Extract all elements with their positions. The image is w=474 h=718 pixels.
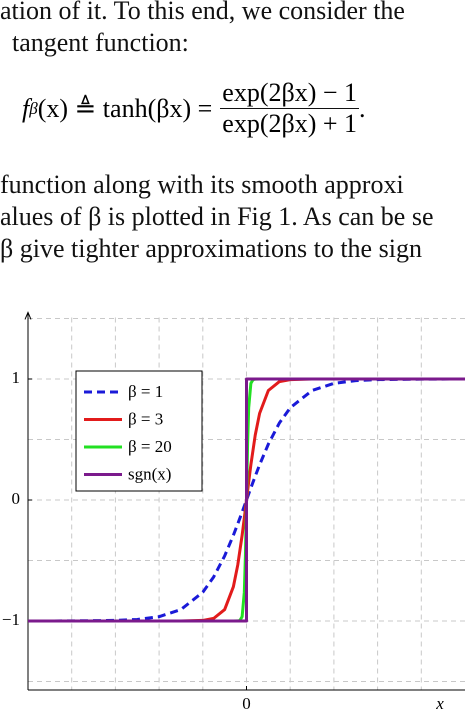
eq-subscript: β (29, 98, 38, 118)
axis-arrow (24, 311, 32, 320)
denominator: exp(2βx) + 1 (222, 109, 358, 138)
eq-end: . (359, 93, 366, 123)
y-tick-label: −1 (2, 610, 20, 629)
y-tick-label: 1 (12, 368, 21, 387)
text-line: tangent function: (12, 28, 189, 57)
text-line: β give tighter approximations to the sig… (0, 234, 422, 263)
series-line (28, 377, 465, 623)
text-line: ation of it. To this end, we consider th… (0, 0, 405, 25)
legend: β = 1 β = 3 β = 20 sgn(x) (75, 370, 203, 492)
eq-text: (x) ≜ tanh(βx) = (37, 93, 213, 123)
fraction: exp(2βx) − 1 exp(2βx) + 1 (220, 78, 360, 139)
numerator: exp(2βx) − 1 (220, 78, 360, 109)
series-line (27, 377, 466, 623)
equation: f β (x) ≜ tanh(βx) = exp(2βx) − 1 exp(2βx) … (22, 78, 366, 139)
y-tick-label: 0 (12, 489, 21, 508)
x-axis-label: x (435, 694, 444, 713)
x-tick-label: 0 (242, 694, 251, 713)
text-line: function along with its smooth approxi (0, 170, 404, 199)
legend-label: β = 3 (128, 409, 163, 428)
legend-label: β = 20 (128, 437, 172, 456)
legend-label: sgn(x) (128, 464, 171, 483)
legend-label: β = 1 (128, 382, 163, 401)
text-line: alues of β is plotted in Fig 1. As can b… (0, 202, 434, 231)
eq-symbol: f (22, 93, 30, 123)
